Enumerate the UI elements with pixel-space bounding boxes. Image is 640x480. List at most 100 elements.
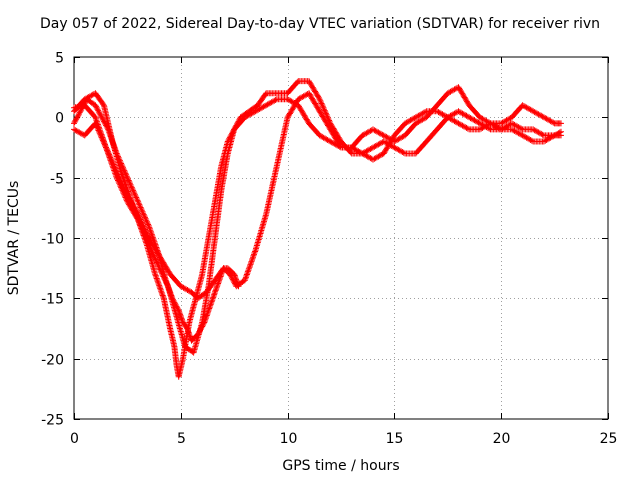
data-point	[320, 104, 327, 111]
x-tick-label: 25	[600, 431, 618, 447]
x-axis-label: GPS time / hours	[282, 458, 399, 474]
data-point	[77, 108, 84, 115]
data-point	[115, 171, 121, 178]
data-point	[99, 115, 106, 122]
data-point	[232, 123, 239, 130]
x-tick-label: 20	[493, 431, 511, 447]
data-point	[100, 118, 107, 125]
data-point	[115, 154, 122, 161]
data-point	[108, 155, 115, 162]
data-point	[98, 113, 105, 119]
data-point	[464, 125, 471, 132]
data-point	[112, 165, 119, 172]
data-point	[106, 151, 113, 158]
data-point	[120, 164, 126, 171]
data-point	[133, 196, 140, 202]
data-point	[195, 330, 202, 337]
data-point	[116, 174, 123, 181]
data-point	[108, 157, 115, 164]
data-point	[74, 113, 81, 120]
y-tick-label: -15	[41, 292, 64, 308]
data-point	[400, 149, 407, 156]
data-point	[144, 220, 151, 227]
data-series-track-4	[71, 96, 242, 344]
data-point	[236, 117, 243, 123]
data-point	[115, 153, 121, 160]
data-point	[117, 159, 124, 166]
data-point	[235, 283, 242, 290]
data-point	[231, 125, 238, 132]
data-point	[93, 103, 100, 110]
data-point	[117, 177, 124, 184]
data-point	[151, 253, 158, 260]
data-point	[92, 102, 99, 109]
data-point	[143, 229, 150, 236]
x-tick-label: 5	[177, 431, 186, 447]
data-point	[169, 295, 176, 302]
data-point	[231, 126, 238, 133]
data-point	[144, 232, 151, 239]
data-point	[194, 331, 201, 338]
data-point	[97, 128, 104, 135]
data-point	[142, 214, 148, 221]
data-series-track-3	[71, 84, 564, 302]
y-axis-label: SDTVAR / TECUs	[6, 181, 22, 296]
data-point	[72, 117, 79, 124]
data-point	[129, 186, 136, 192]
data-point	[128, 183, 135, 190]
data-point	[496, 125, 503, 132]
data-point	[539, 131, 546, 138]
data-points	[71, 78, 564, 380]
data-point	[321, 107, 328, 114]
data-point	[486, 119, 493, 126]
data-point	[322, 109, 329, 115]
data-point	[272, 97, 279, 103]
data-point	[103, 144, 109, 151]
data-point	[121, 169, 128, 175]
data-point	[317, 97, 324, 104]
y-tick-label: 5	[55, 51, 64, 67]
data-point	[199, 322, 206, 329]
data-point	[143, 217, 150, 224]
data-point	[118, 178, 125, 185]
data-point	[138, 219, 145, 226]
data-point	[128, 184, 135, 191]
data-point	[318, 100, 325, 107]
data-point	[134, 209, 141, 216]
data-point	[141, 225, 148, 232]
data-point	[106, 153, 113, 159]
data-point	[551, 132, 558, 139]
data-point	[98, 114, 105, 121]
y-tick-label: -5	[50, 172, 64, 188]
data-point	[518, 125, 525, 132]
data-point	[118, 180, 125, 186]
data-point	[123, 189, 130, 196]
y-tick-label: -20	[41, 353, 64, 369]
data-point	[422, 109, 429, 116]
data-point	[119, 163, 126, 170]
data-point	[95, 109, 102, 115]
data-point	[135, 210, 142, 217]
data-point	[103, 123, 110, 130]
data-point	[234, 119, 241, 126]
y-tick-label: -10	[41, 232, 64, 248]
data-point	[100, 117, 107, 123]
data-point	[120, 182, 126, 189]
x-tick-label: 10	[280, 431, 298, 447]
data-point	[115, 172, 122, 179]
data-point	[138, 218, 145, 224]
data-point	[130, 188, 137, 195]
data-point	[119, 181, 126, 188]
data-point	[558, 128, 564, 135]
data-point	[141, 213, 148, 219]
data-point	[140, 222, 147, 229]
data-point	[140, 210, 147, 217]
data-point	[76, 111, 82, 117]
data-point	[556, 129, 563, 136]
data-point	[76, 109, 83, 116]
data-point	[197, 327, 203, 334]
data-point	[137, 204, 144, 211]
data-point	[101, 119, 108, 126]
data-point	[558, 120, 564, 127]
data-point	[170, 296, 176, 303]
